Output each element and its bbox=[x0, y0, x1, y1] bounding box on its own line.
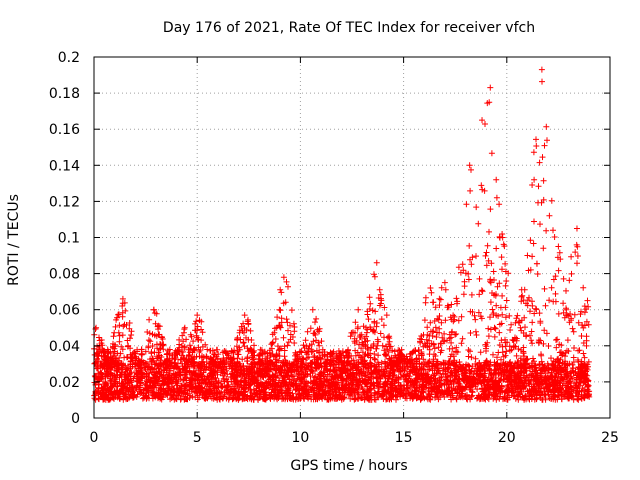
y-tick-label: 0.12 bbox=[49, 194, 80, 210]
peak-marker bbox=[538, 66, 545, 73]
x-tick-label: 0 bbox=[90, 430, 99, 446]
peak-marker bbox=[487, 84, 494, 91]
peak-marker bbox=[181, 324, 188, 331]
peak-marker bbox=[355, 306, 362, 313]
peak-marker bbox=[280, 274, 287, 281]
x-tick-label: 5 bbox=[193, 430, 202, 446]
peak-marker bbox=[524, 252, 531, 259]
y-tick-label: 0.2 bbox=[58, 50, 80, 66]
peak-marker bbox=[466, 162, 473, 169]
x-tick-label: 10 bbox=[291, 430, 309, 446]
peak-marker bbox=[241, 312, 248, 319]
x-tick-label: 20 bbox=[498, 430, 516, 446]
chart-title: Day 176 of 2021, Rate Of TEC Index for r… bbox=[163, 20, 535, 36]
peak-marker bbox=[427, 285, 434, 292]
y-tick-label: 0.04 bbox=[49, 339, 80, 355]
peak-marker bbox=[309, 306, 316, 313]
peak-marker bbox=[119, 295, 126, 302]
peak-marker bbox=[499, 234, 506, 241]
y-tick-label: 0.06 bbox=[49, 303, 80, 319]
x-axis-title: GPS time / hours bbox=[290, 458, 407, 474]
axis-ticks bbox=[93, 56, 611, 419]
peak-marker bbox=[573, 225, 580, 232]
y-tick-label: 0.02 bbox=[49, 375, 80, 391]
y-tick-labels: 0 0.02 0.04 0.06 0.08 0.1 0.12 0.14 0.16 0.18 0.2 bbox=[49, 50, 80, 427]
y-tick-label: 0.08 bbox=[49, 267, 80, 283]
peak-marker bbox=[373, 259, 380, 266]
x-tick-labels: 0 5 10 15 20 25 bbox=[90, 430, 619, 446]
y-tick-label: 0.1 bbox=[58, 231, 80, 247]
y-tick-label: 0.14 bbox=[49, 158, 80, 174]
peak-marker bbox=[441, 279, 448, 286]
scatter-markers bbox=[91, 78, 593, 403]
peak-marker bbox=[555, 243, 562, 250]
peak-marker bbox=[194, 312, 201, 319]
y-tick-label: 0.16 bbox=[49, 122, 80, 138]
x-tick-label: 25 bbox=[601, 430, 619, 446]
peak-marker bbox=[479, 117, 486, 124]
x-tick-label: 15 bbox=[395, 430, 413, 446]
y-tick-label: 0 bbox=[71, 411, 80, 427]
y-tick-label: 0.18 bbox=[49, 86, 80, 102]
peak-marker bbox=[150, 306, 157, 313]
y-axis-title: ROTI / TECUs bbox=[6, 194, 22, 286]
data-points bbox=[91, 66, 593, 403]
